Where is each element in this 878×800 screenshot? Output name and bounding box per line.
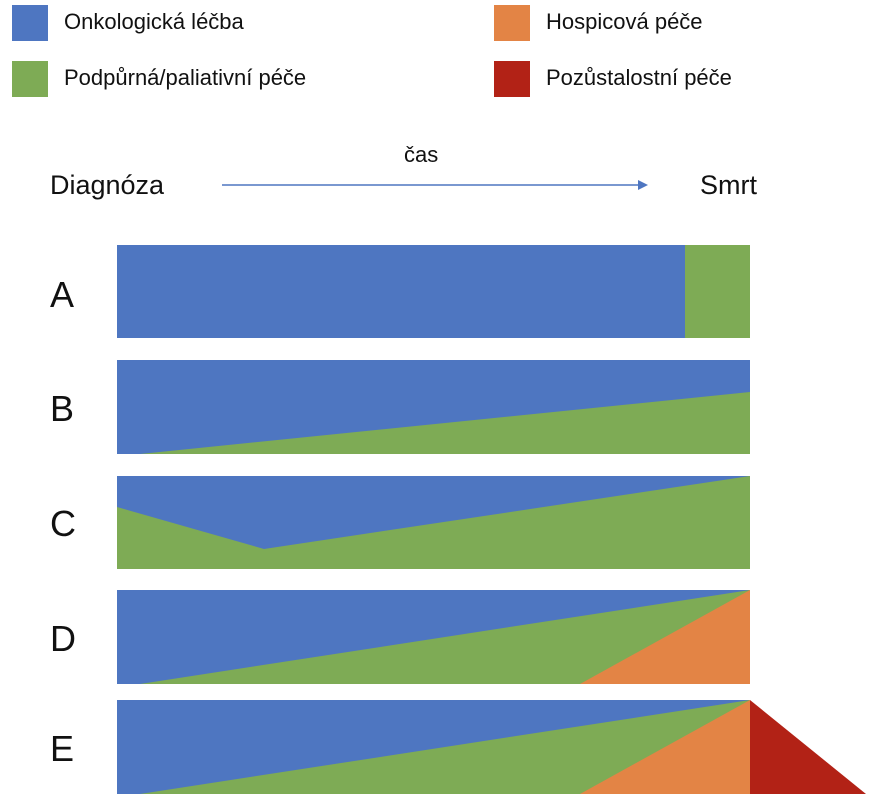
row-e-palliative-region <box>140 700 750 794</box>
legend-swatch-bereavement <box>494 61 530 97</box>
timeline-arrow-label: čas <box>404 142 439 167</box>
row-e-bereavement-region <box>750 700 866 794</box>
row-a-oncology-region <box>117 245 685 338</box>
row-e-hospice-region <box>580 700 750 794</box>
row-b-bar <box>117 360 750 454</box>
row-label-c: C <box>50 503 76 544</box>
legend-swatch-hospice <box>494 5 530 41</box>
legend-label-oncology: Onkologická léčba <box>64 9 244 34</box>
legend-label-bereavement: Pozůstalostní péče <box>546 65 732 90</box>
row-label-d: D <box>50 618 76 659</box>
row-a-palliative-region <box>685 245 750 338</box>
row-label-e: E <box>50 728 75 769</box>
row-a-bar <box>117 245 750 338</box>
row-d-bar <box>117 590 750 684</box>
legend-swatch-oncology <box>12 5 48 41</box>
row-d-palliative-region <box>140 590 750 684</box>
legend-label-palliative: Podpůrná/paliativní péče <box>64 65 307 90</box>
row-label-b: B <box>50 388 75 429</box>
legend-swatch-palliative <box>12 61 48 97</box>
row-c-bar <box>117 476 750 569</box>
timeline-end-label: Smrt <box>700 170 757 200</box>
timeline-start-label: Diagnóza <box>50 170 165 200</box>
row-e-bar <box>117 700 866 794</box>
row-b-palliative-region <box>140 392 750 454</box>
row-c-palliative-region <box>117 476 750 569</box>
legend-label-hospice: Hospicová péče <box>546 9 703 34</box>
row-d-hospice-region <box>580 590 750 684</box>
row-label-a: A <box>50 274 75 315</box>
